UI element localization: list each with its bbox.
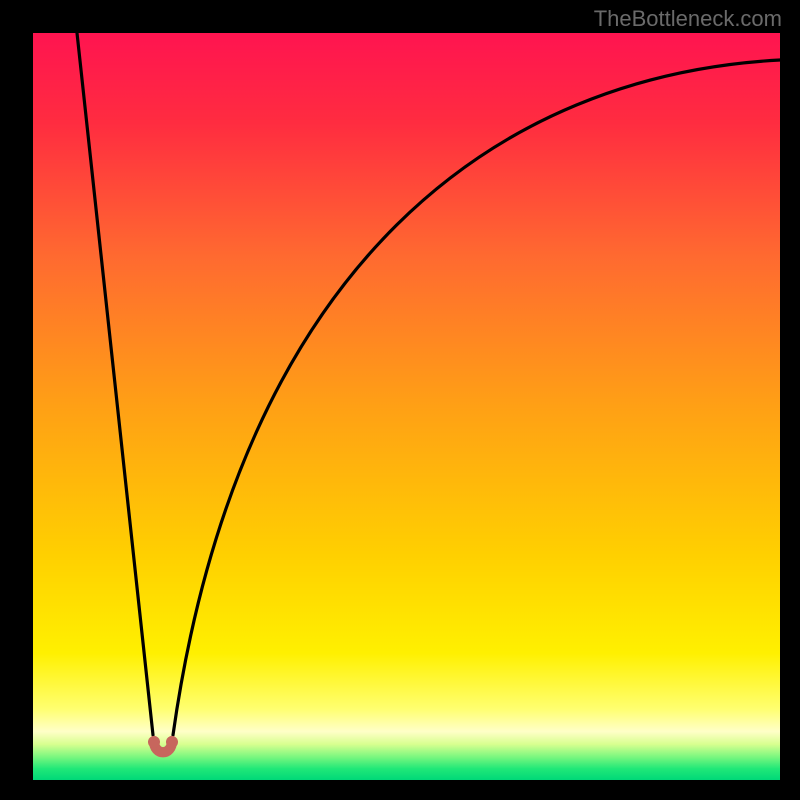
bottleneck-chart: [0, 0, 800, 800]
watermark-text: TheBottleneck.com: [594, 6, 782, 32]
